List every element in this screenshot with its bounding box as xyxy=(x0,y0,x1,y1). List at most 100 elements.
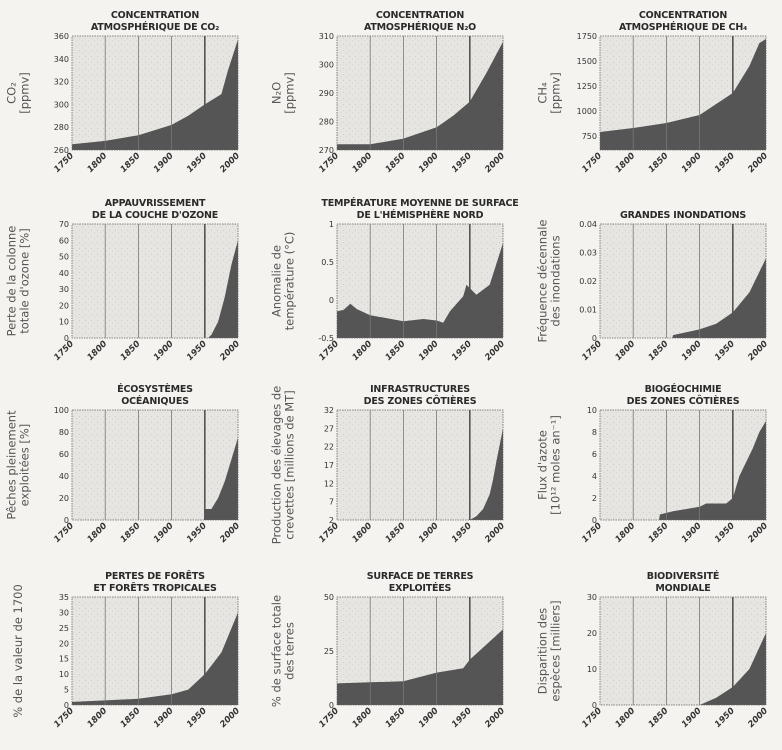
y-axis-label: % de surface totale xyxy=(270,595,284,707)
x-tick-label: 2000 xyxy=(218,339,242,363)
y-axis-label: Perte de la colonne xyxy=(5,226,19,337)
y-tick-label: 8 xyxy=(592,428,597,437)
y-tick-label: 300 xyxy=(54,100,69,109)
y-tick-label: 280 xyxy=(319,118,334,127)
plot-border xyxy=(336,409,504,521)
x-tick-label: 1800 xyxy=(614,521,638,545)
x-tick-label: 1800 xyxy=(614,339,638,363)
y-axis-label: crevettes [millions de MT] xyxy=(283,390,297,539)
plot-border xyxy=(336,223,504,339)
y-axis-label: Production des élevages de xyxy=(270,386,284,544)
chart-title: DE LA COUCHE D'OZONE xyxy=(92,210,218,221)
x-tick-label: 2000 xyxy=(746,521,770,545)
x-tick-label: 1950 xyxy=(185,521,209,545)
y-tick-label: 0.02 xyxy=(579,277,597,286)
y-tick-label: 25 xyxy=(324,647,334,656)
area-series xyxy=(600,633,766,705)
chart-title: CONCENTRATION xyxy=(639,10,728,21)
y-tick-label: 0.03 xyxy=(579,249,597,258)
x-tick-label: 1950 xyxy=(450,151,474,175)
y-tick-label: 1750 xyxy=(577,32,597,41)
y-tick-label: 300 xyxy=(319,61,334,70)
y-tick-label: 50 xyxy=(324,593,334,602)
x-tick-label: 1800 xyxy=(86,521,110,545)
y-axis-label: Disparition des xyxy=(536,608,550,694)
y-tick-label: 0 xyxy=(64,516,69,525)
y-tick-label: 70 xyxy=(59,220,69,229)
y-tick-label: 0 xyxy=(592,701,597,710)
plot-border xyxy=(336,596,504,706)
y-tick-label: 100 xyxy=(54,406,69,415)
y-tick-label: 50 xyxy=(59,253,69,262)
chart-title: DES ZONES CÔTIÈRES xyxy=(364,395,477,407)
y-tick-label: 20 xyxy=(587,629,597,638)
x-tick-label: 2000 xyxy=(483,521,507,545)
x-tick-label: 1900 xyxy=(417,151,441,175)
y-tick-label: 360 xyxy=(54,32,69,41)
area-series xyxy=(337,243,503,338)
y-axis-label: des terres xyxy=(283,622,297,680)
y-tick-label: 7 xyxy=(329,498,334,507)
chart-title: MONDIALE xyxy=(655,583,710,594)
x-tick-label: 1900 xyxy=(417,706,441,730)
y-axis-label: [10¹² moles an⁻¹] xyxy=(549,415,563,515)
y-tick-label: 60 xyxy=(59,236,69,245)
x-tick-label: 2000 xyxy=(746,151,770,175)
x-tick-label: 1750 xyxy=(580,521,604,545)
y-tick-label: 4 xyxy=(592,472,597,481)
chart-title: ATMOSPHÉRIQUE DE CO₂ xyxy=(91,21,219,33)
y-tick-label: 320 xyxy=(54,78,69,87)
y-axis-label: Pêches pleinement xyxy=(5,410,19,520)
plot-border xyxy=(599,35,767,151)
plot-border xyxy=(71,223,239,339)
y-tick-label: 0.01 xyxy=(579,306,597,315)
area-series xyxy=(72,240,238,338)
y-axis-label: CO₂ xyxy=(5,82,19,104)
x-tick-label: 1850 xyxy=(384,151,408,175)
x-tick-label: 2000 xyxy=(746,339,770,363)
y-tick-label: 20 xyxy=(59,301,69,310)
plot-area xyxy=(72,410,238,520)
x-tick-label: 1850 xyxy=(119,706,143,730)
y-tick-label: 260 xyxy=(54,146,69,155)
x-tick-label: 1800 xyxy=(86,706,110,730)
x-tick-label: 1950 xyxy=(713,706,737,730)
y-tick-label: 1000 xyxy=(577,107,597,116)
y-tick-label: 0 xyxy=(592,516,597,525)
y-tick-label: 290 xyxy=(319,89,334,98)
plot-border xyxy=(599,596,767,706)
area-series xyxy=(600,39,766,150)
x-tick-label: 2000 xyxy=(218,706,242,730)
chart-title: ET FORÊTS TROPICALES xyxy=(93,582,217,594)
y-tick-label: 0 xyxy=(329,701,334,710)
y-tick-label: 30 xyxy=(59,285,69,294)
x-tick-label: 1800 xyxy=(86,151,110,175)
y-tick-label: 25 xyxy=(59,624,69,633)
y-tick-label: 280 xyxy=(54,123,69,132)
x-tick-label: 1900 xyxy=(680,706,704,730)
y-tick-label: 15 xyxy=(59,655,69,664)
x-tick-label: 2000 xyxy=(483,151,507,175)
y-tick-label: 2 xyxy=(329,516,334,525)
x-tick-label: 1750 xyxy=(580,706,604,730)
y-axis-label: N₂O xyxy=(270,82,284,104)
y-tick-label: 60 xyxy=(59,450,69,459)
x-tick-label: 1850 xyxy=(647,151,671,175)
x-tick-label: 1900 xyxy=(417,339,441,363)
x-tick-label: 2000 xyxy=(218,521,242,545)
y-axis-label: exploitées [%] xyxy=(18,424,32,507)
y-axis-label: [ppmv] xyxy=(283,72,297,114)
chart-title: EXPLOITÉES xyxy=(389,582,452,594)
y-axis-label: [ppmv] xyxy=(18,72,32,114)
chart-title: SURFACE DE TERRES xyxy=(367,571,474,582)
y-axis-label: CH₄ xyxy=(536,82,550,104)
y-axis-label: des inondations xyxy=(549,235,563,326)
